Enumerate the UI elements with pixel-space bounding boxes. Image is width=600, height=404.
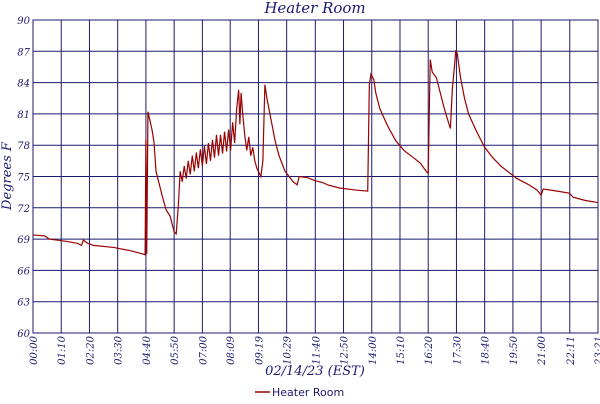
- x-tick-label: 14:00: [368, 335, 379, 364]
- x-tick-label: 09:19: [254, 335, 265, 364]
- x-tick-label: 10:29: [283, 335, 294, 364]
- y-axis-label: Degrees F: [0, 141, 15, 211]
- x-tick-label: 21:00: [537, 335, 548, 365]
- y-tick-label: 84: [17, 79, 30, 90]
- plot-border: [32, 19, 599, 334]
- x-tick-label: 19:50: [509, 335, 520, 364]
- x-tick-label: 17:30: [452, 335, 463, 364]
- chart-title: Heater Room: [263, 0, 365, 17]
- y-tick-label: 78: [17, 141, 30, 152]
- x-tick-label: 03:30: [114, 335, 125, 364]
- x-tick-label: 01:10: [57, 335, 68, 364]
- x-tick-label: 00:00: [29, 335, 40, 364]
- legend-label: Heater Room: [272, 386, 344, 399]
- x-tick-label: 23:21: [594, 336, 600, 366]
- x-axis-label: 02/14/23 (EST): [265, 364, 365, 379]
- x-tick-label: 16:20: [424, 335, 435, 364]
- x-tick-label: 18:40: [481, 335, 492, 364]
- y-tick-label: 60: [17, 329, 30, 340]
- data-line: [32, 49, 599, 256]
- x-tick-label: 05:50: [170, 335, 181, 364]
- x-tick-label: 22:11: [566, 336, 577, 366]
- x-tick-label: 02:20: [85, 335, 96, 364]
- x-tick-label: 12:50: [340, 335, 351, 364]
- y-tick-label: 69: [17, 235, 30, 246]
- y-tick-label: 66: [17, 266, 30, 277]
- x-tick-label: 15:10: [396, 335, 407, 364]
- x-tick-label: 07:00: [198, 335, 209, 364]
- x-tick-label: 04:40: [142, 335, 153, 364]
- y-tick-label: 63: [17, 298, 30, 309]
- y-tick-label: 72: [17, 204, 30, 215]
- y-tick-label: 81: [17, 110, 30, 121]
- y-tick-label: 75: [17, 173, 30, 184]
- y-tick-label: 87: [17, 47, 30, 58]
- y-tick-label: 90: [17, 16, 30, 27]
- x-tick-label: 11:40: [311, 335, 322, 364]
- x-tick-label: 08:09: [226, 335, 237, 364]
